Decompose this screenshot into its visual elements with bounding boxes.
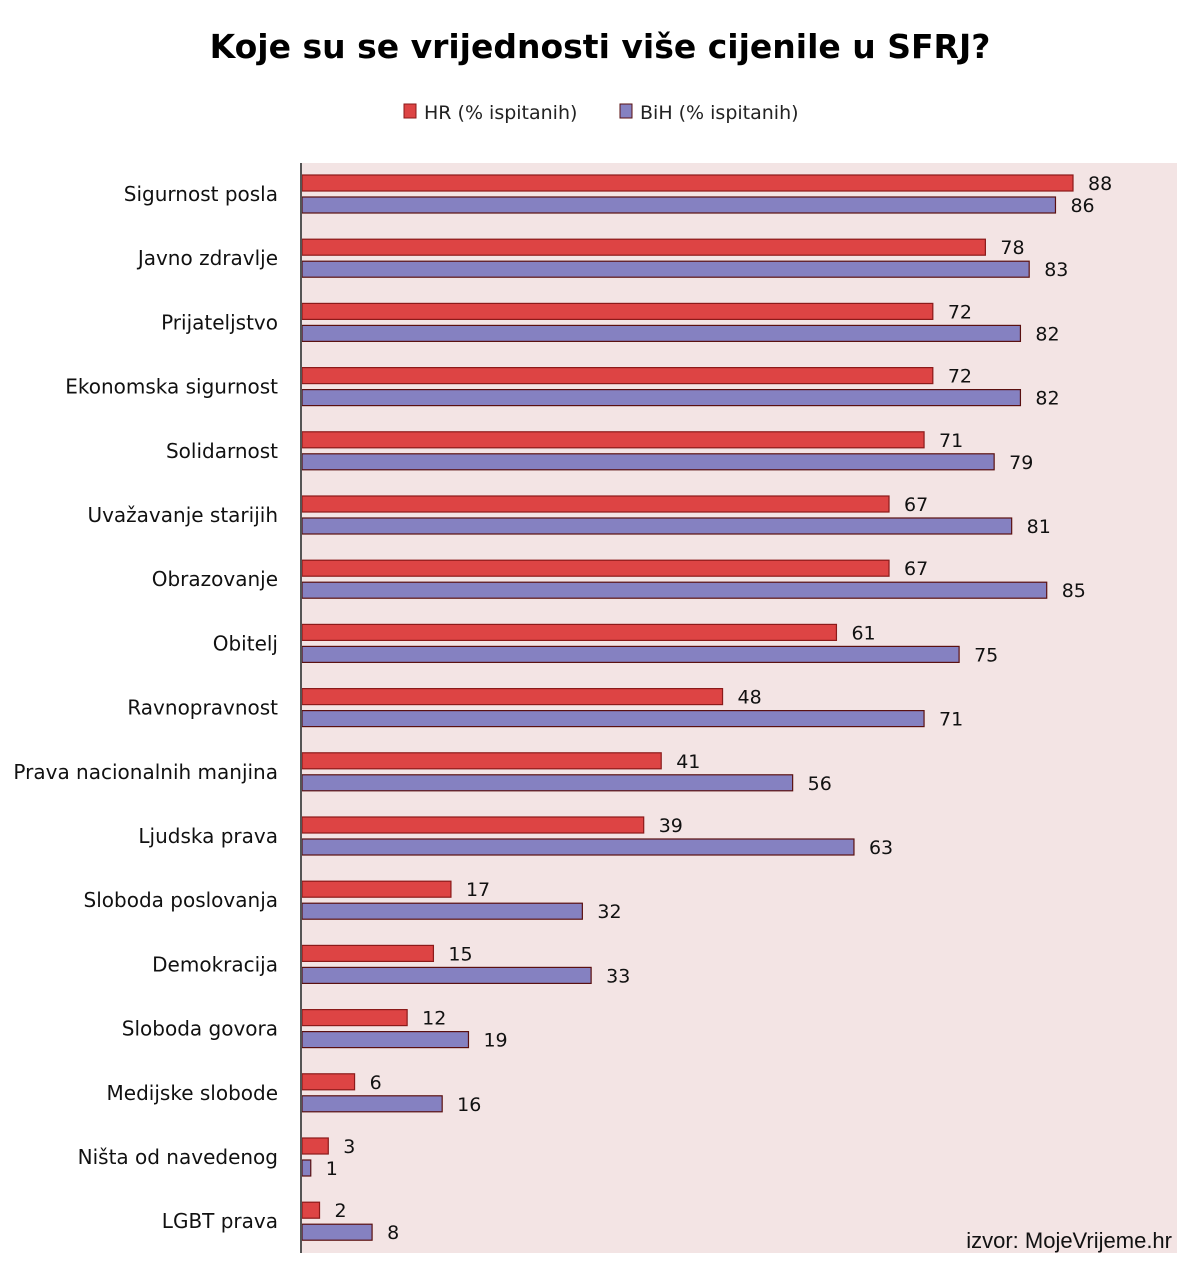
bar-hr-obitelj xyxy=(301,623,838,642)
bar-bih-medijske-slobode xyxy=(301,1095,443,1113)
bar-bih-ljudska-prava xyxy=(301,838,855,856)
bar-hr-sloboda-govora xyxy=(301,1008,408,1027)
value-label-hr: 41 xyxy=(676,751,700,773)
value-label-hr: 78 xyxy=(1000,237,1024,259)
bar-hr-medijske-slobode xyxy=(301,1073,356,1091)
value-label-bih: 79 xyxy=(1009,452,1033,474)
value-label-hr: 61 xyxy=(851,622,875,644)
bar-hr-prijateljstvo xyxy=(301,302,934,320)
bar-bih-uva-avanje-starijih xyxy=(301,517,1013,535)
value-label-bih: 83 xyxy=(1044,259,1068,281)
value-label-bih: 19 xyxy=(483,1030,507,1052)
bar-hr-ravnopravnost xyxy=(301,687,724,706)
bar-hr-solidarnost xyxy=(301,431,925,449)
bar-bih-javno-zdravlje xyxy=(301,260,1030,278)
bar-bih-ni-ta-od-navedenog xyxy=(301,1159,312,1177)
bar-hr-sloboda-poslovanja xyxy=(301,880,452,898)
value-label-bih: 75 xyxy=(974,644,998,666)
bar-bih-obrazovanje xyxy=(301,581,1048,599)
category-label: Sloboda poslovanja xyxy=(84,888,278,912)
category-label: Javno zdravlje xyxy=(136,246,278,270)
category-label: Prava nacionalnih manjina xyxy=(13,760,278,784)
bar-hr-obrazovanje xyxy=(301,559,890,577)
bar-hr-sigurnost-posla xyxy=(301,174,1074,192)
category-label: Prijateljstvo xyxy=(161,310,278,334)
bar-bih-ekonomska-sigurnost xyxy=(301,389,1022,407)
value-label-hr: 67 xyxy=(904,494,928,516)
value-label-hr: 17 xyxy=(466,879,490,901)
bar-hr-uva-avanje-starijih xyxy=(301,495,890,513)
bar-hr-prava-nacionalnih-manjina xyxy=(301,752,662,770)
value-label-bih: 33 xyxy=(606,965,630,987)
bar-hr-ekonomska-sigurnost xyxy=(301,367,934,385)
category-label: Ravnopravnost xyxy=(127,696,278,720)
value-label-hr: 48 xyxy=(738,687,762,709)
category-label: Sigurnost posla xyxy=(124,182,278,206)
value-label-hr: 67 xyxy=(904,558,928,580)
bar-hr-demokracija xyxy=(301,944,435,963)
value-label-hr: 39 xyxy=(659,815,683,837)
category-labels: Sigurnost posla Javno zdravlje Prijateljst… xyxy=(13,182,278,1233)
value-label-hr: 72 xyxy=(948,366,972,388)
category-label: Ništa od navedenog xyxy=(78,1145,278,1169)
legend: HR (% ispitanih) BiH (% ispitanih) xyxy=(403,102,799,124)
bar-bih-demokracija xyxy=(301,966,592,985)
value-label-hr: 6 xyxy=(370,1072,382,1094)
plot-area xyxy=(301,163,1177,1253)
chart-title: Koje su se vrijednosti više cijenile u S… xyxy=(210,27,991,66)
value-label-bih: 85 xyxy=(1062,580,1086,602)
value-label-bih: 56 xyxy=(808,773,832,795)
bar-bih-prava-nacionalnih-manjina xyxy=(301,774,794,792)
category-label: Ljudska prava xyxy=(138,824,278,848)
bar-bih-obitelj xyxy=(301,645,960,664)
bar-bih-sloboda-govora xyxy=(301,1030,470,1049)
legend-label-hr: HR (% ispitanih) xyxy=(424,102,577,124)
value-label-bih: 16 xyxy=(457,1094,481,1116)
category-label: Demokracija xyxy=(152,952,278,976)
category-label: Solidarnost xyxy=(166,439,278,463)
category-label: LGBT prava xyxy=(162,1209,278,1233)
bar-bih-ravnopravnost xyxy=(301,709,925,728)
value-label-hr: 12 xyxy=(422,1008,446,1030)
value-label-hr: 3 xyxy=(343,1136,355,1158)
category-label: Obitelj xyxy=(213,631,278,655)
value-label-hr: 15 xyxy=(448,943,472,965)
value-label-bih: 1 xyxy=(326,1158,338,1180)
value-labels: 8886788372827282717967816785617548714156… xyxy=(326,173,1112,1244)
value-label-bih: 63 xyxy=(869,837,893,859)
legend-swatch-bih xyxy=(619,103,633,119)
value-label-bih: 71 xyxy=(939,709,963,731)
bar-bih-sloboda-poslovanja xyxy=(301,902,583,920)
bar-hr-ni-ta-od-navedenog xyxy=(301,1137,329,1155)
value-label-bih: 82 xyxy=(1035,323,1059,345)
value-label-hr: 88 xyxy=(1088,173,1112,195)
category-label: Sloboda govora xyxy=(122,1017,278,1041)
bar-bih-prijateljstvo xyxy=(301,324,1022,342)
value-label-bih: 8 xyxy=(387,1222,399,1244)
legend-label-bih: BiH (% ispitanih) xyxy=(640,102,799,124)
value-label-hr: 71 xyxy=(939,430,963,452)
bar-hr-ljudska-prava xyxy=(301,816,645,834)
source-label: izvor: MojeVrijeme.hr xyxy=(966,1228,1172,1253)
value-label-bih: 82 xyxy=(1035,388,1059,410)
legend-swatch-hr xyxy=(403,103,417,119)
bar-hr-lgbt-prava xyxy=(301,1201,321,1219)
bar-bih-solidarnost xyxy=(301,453,995,471)
category-label: Medijske slobode xyxy=(107,1081,278,1105)
category-label: Uvažavanje starijih xyxy=(87,503,278,527)
value-label-bih: 86 xyxy=(1070,195,1094,217)
value-label-hr: 72 xyxy=(948,301,972,323)
value-label-bih: 32 xyxy=(597,901,621,923)
value-label-bih: 81 xyxy=(1027,516,1051,538)
bar-hr-javno-zdravlje xyxy=(301,238,986,256)
bar-bih-lgbt-prava xyxy=(301,1223,373,1241)
value-label-hr: 2 xyxy=(335,1200,347,1222)
category-label: Obrazovanje xyxy=(152,567,278,591)
bar-bih-sigurnost-posla xyxy=(301,196,1057,214)
category-label: Ekonomska sigurnost xyxy=(65,375,278,399)
